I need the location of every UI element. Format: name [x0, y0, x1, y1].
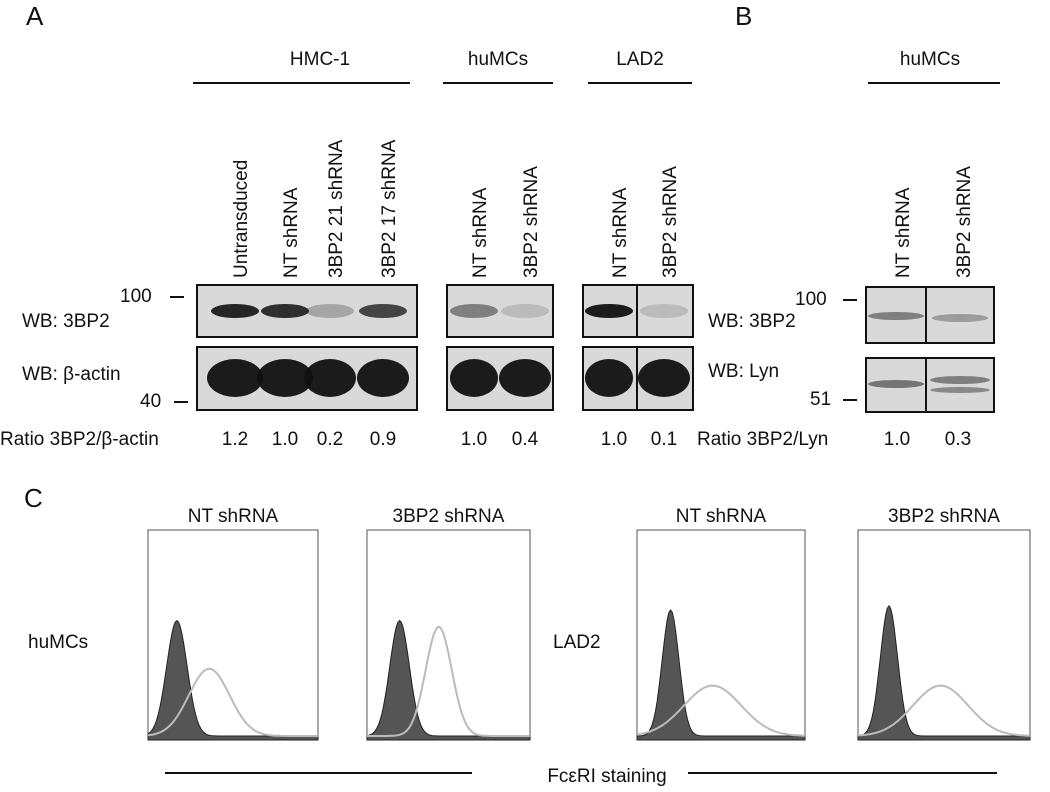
blot	[446, 284, 554, 338]
bands	[207, 304, 990, 397]
band	[585, 359, 633, 397]
band	[304, 359, 356, 397]
lane-label: NT shRNA	[893, 187, 914, 278]
lane-label: 3BP2 21 shRNA	[326, 139, 347, 278]
band	[261, 304, 309, 318]
lane-label: 3BP2 shRNA	[660, 166, 681, 278]
plot-title: NT shRNA	[676, 506, 767, 527]
band	[868, 312, 924, 320]
lane-label: NT shRNA	[610, 187, 631, 278]
lane-label: 3BP2 17 shRNA	[379, 139, 400, 278]
ratio-value: 1.0	[272, 429, 298, 450]
band	[638, 359, 690, 397]
blot-label: WB: β-actin	[22, 364, 121, 385]
stained-histogram	[147, 667, 318, 737]
lane-label: NT shRNA	[470, 187, 491, 278]
group-title: huMCs	[468, 49, 528, 70]
x-axis-label: FcεRI staining	[547, 766, 666, 787]
band	[868, 380, 924, 388]
ratio-value: 0.3	[945, 429, 971, 450]
band	[640, 304, 688, 318]
blot-label: WB: 3BP2	[22, 311, 110, 332]
band	[211, 304, 259, 318]
group-title: LAD2	[616, 49, 664, 70]
lane-labels: Untransduced 1.2 NT shRNA 1.0 3BP2 21 shRNA 0…	[222, 139, 975, 450]
group-title: huMCs	[900, 49, 960, 70]
ratio-value: 1.0	[601, 429, 627, 450]
ratio-value: 1.2	[222, 429, 248, 450]
lane-label: NT shRNA	[281, 187, 302, 278]
plot-title: 3BP2 shRNA	[888, 506, 1000, 527]
ratio-value: 0.4	[512, 429, 539, 450]
size-marker: 40	[140, 391, 161, 412]
panel-label: C	[24, 483, 43, 513]
ratio-value: 0.2	[317, 429, 343, 450]
stained-histogram	[367, 625, 530, 737]
control-histogram	[636, 609, 806, 741]
lane-label: Untransduced	[231, 160, 252, 278]
blot-label: WB: Lyn	[708, 361, 779, 382]
band	[930, 376, 990, 384]
group-title: HMC-1	[290, 49, 350, 70]
ratio-value: 0.9	[370, 429, 396, 450]
histograms: NT shRNA 3BP2 shRNA NT shRNA 3BP2 shRNA	[147, 506, 1031, 741]
band	[585, 304, 633, 318]
blot-label: WB: 3BP2	[708, 311, 796, 332]
row-label: huMCs	[28, 632, 88, 653]
ratio-label: Ratio 3BP2/Lyn	[697, 429, 828, 450]
lane-label: 3BP2 shRNA	[954, 166, 975, 278]
band	[501, 304, 549, 318]
size-marker: 100	[120, 286, 152, 307]
band	[450, 359, 498, 397]
panel-label: A	[26, 1, 44, 31]
stained-histogram	[857, 684, 1030, 737]
band	[357, 359, 409, 397]
lane-label: 3BP2 shRNA	[521, 166, 542, 278]
size-marker: 51	[810, 389, 831, 410]
band	[930, 387, 990, 393]
band	[257, 359, 313, 397]
plot-title: NT shRNA	[188, 506, 279, 527]
control-histogram	[857, 604, 1031, 741]
ratio-value: 0.1	[651, 429, 677, 450]
panel-label: B	[735, 1, 752, 31]
blot	[865, 286, 995, 344]
plot-title: 3BP2 shRNA	[393, 506, 505, 527]
ratio-value: 1.0	[884, 429, 910, 450]
band	[306, 304, 354, 318]
band	[359, 304, 407, 318]
row-label: LAD2	[553, 632, 601, 653]
band	[499, 359, 551, 397]
ratio-value: 1.0	[461, 429, 487, 450]
band	[207, 359, 263, 397]
band	[932, 314, 988, 322]
band	[450, 304, 498, 318]
ratio-label: Ratio 3BP2/β-actin	[0, 429, 159, 450]
stained-histogram	[636, 684, 805, 737]
size-marker: 100	[795, 289, 827, 310]
